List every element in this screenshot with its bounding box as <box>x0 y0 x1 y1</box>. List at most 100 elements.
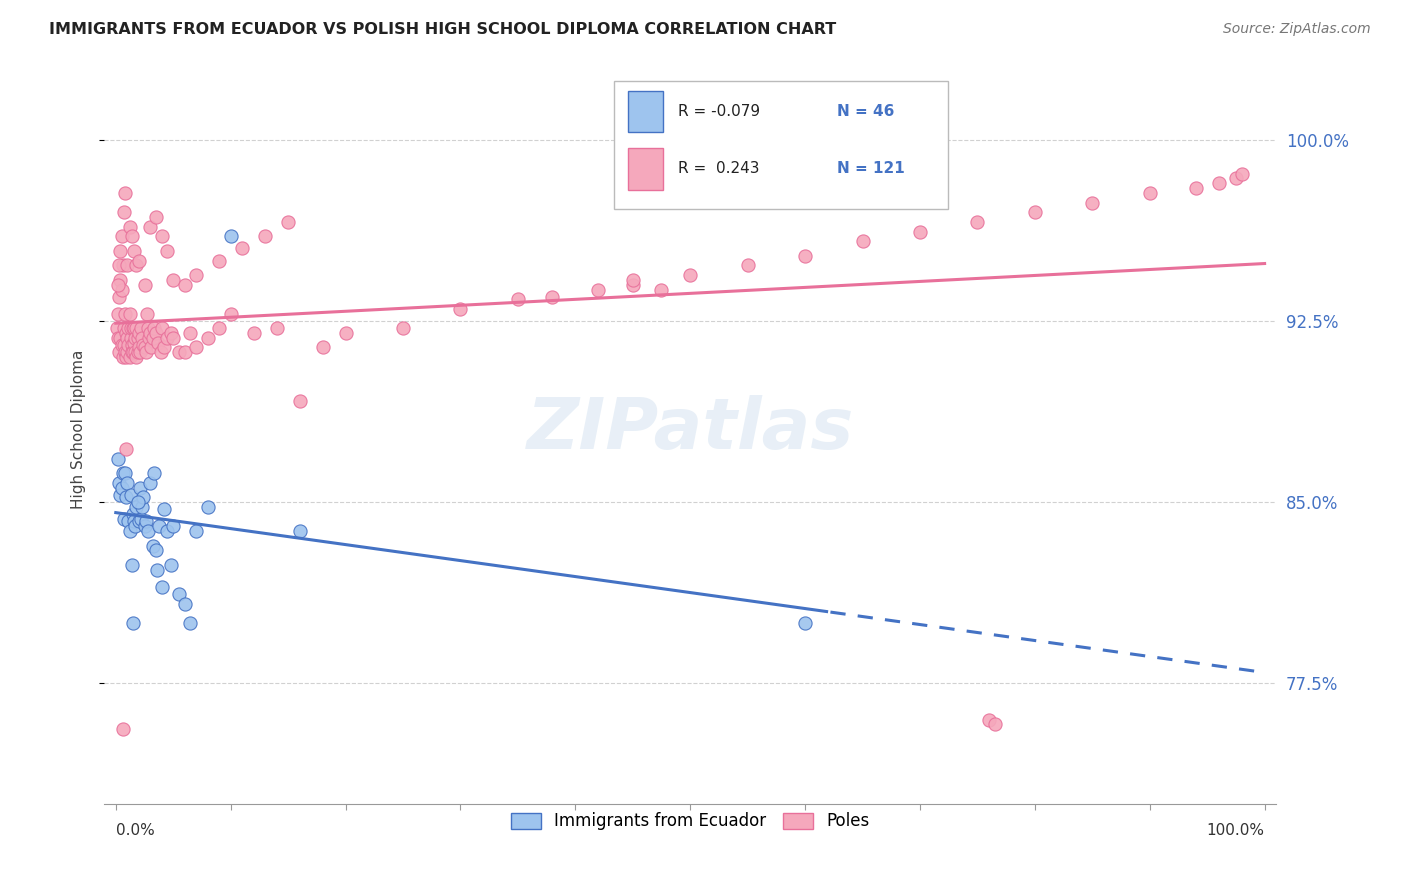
Point <box>231 242 253 256</box>
Point <box>173 597 195 611</box>
FancyBboxPatch shape <box>628 148 664 190</box>
Point <box>134 519 156 533</box>
Point <box>179 326 201 340</box>
Point <box>112 512 135 526</box>
Text: N = 121: N = 121 <box>837 161 904 177</box>
Point <box>131 500 153 514</box>
Point <box>851 234 873 248</box>
Point <box>134 341 156 355</box>
Point <box>121 229 143 244</box>
Point <box>114 186 136 200</box>
Point <box>983 717 1005 731</box>
Text: Source: ZipAtlas.com: Source: ZipAtlas.com <box>1223 22 1371 37</box>
Point <box>1024 205 1046 219</box>
Point <box>112 338 135 352</box>
Point <box>118 350 141 364</box>
Point <box>1081 195 1104 210</box>
Point <box>114 345 136 359</box>
Point <box>124 519 146 533</box>
Point <box>160 326 183 340</box>
Point <box>173 345 195 359</box>
Point <box>114 307 136 321</box>
Point <box>266 321 288 335</box>
Point <box>127 345 149 359</box>
Point <box>115 350 138 364</box>
Point <box>128 341 150 355</box>
Point <box>141 341 163 355</box>
Point <box>153 341 176 355</box>
Point <box>122 335 145 350</box>
Text: 100.0%: 100.0% <box>1206 823 1264 838</box>
Point <box>136 524 159 538</box>
Point <box>588 283 610 297</box>
Point <box>242 326 264 340</box>
Point <box>121 345 143 359</box>
Text: IMMIGRANTS FROM ECUADOR VS POLISH HIGH SCHOOL DIPLOMA CORRELATION CHART: IMMIGRANTS FROM ECUADOR VS POLISH HIGH S… <box>49 22 837 37</box>
Point <box>145 543 167 558</box>
Point <box>110 331 132 345</box>
Point <box>966 215 988 229</box>
Point <box>129 321 152 335</box>
Point <box>122 244 145 258</box>
Point <box>208 321 231 335</box>
Point <box>449 301 471 316</box>
Point <box>110 229 132 244</box>
Point <box>1184 181 1206 195</box>
Point <box>146 563 169 577</box>
Point <box>219 229 242 244</box>
Point <box>977 713 1000 727</box>
Point <box>107 307 129 321</box>
Point <box>107 277 129 292</box>
Point <box>124 345 146 359</box>
Point <box>173 277 195 292</box>
Point <box>129 345 152 359</box>
Point <box>111 723 134 737</box>
Point <box>122 507 145 521</box>
Point <box>129 512 152 526</box>
Point <box>153 502 176 516</box>
Point <box>288 524 311 538</box>
Point <box>186 341 208 355</box>
Point <box>1230 167 1253 181</box>
Point <box>141 331 163 345</box>
Point <box>110 244 132 258</box>
Point <box>142 321 165 335</box>
Point <box>115 442 138 456</box>
Point <box>277 215 299 229</box>
Point <box>150 229 173 244</box>
Point <box>167 345 190 359</box>
Point <box>794 249 817 263</box>
Point <box>117 331 139 345</box>
Point <box>118 524 141 538</box>
Point <box>128 326 150 340</box>
Text: R = -0.079: R = -0.079 <box>679 104 761 120</box>
Point <box>132 338 155 352</box>
Point <box>162 331 184 345</box>
Point <box>125 350 148 364</box>
Point <box>120 321 142 335</box>
Point <box>794 615 817 630</box>
Point <box>125 258 148 272</box>
Point <box>162 273 184 287</box>
Point <box>110 488 132 502</box>
Point <box>197 500 219 514</box>
Point <box>127 495 149 509</box>
Point <box>1208 176 1230 190</box>
Point <box>125 500 148 514</box>
FancyBboxPatch shape <box>614 81 948 209</box>
Point <box>107 331 129 345</box>
Text: R =  0.243: R = 0.243 <box>679 161 761 177</box>
Point <box>621 277 644 292</box>
Point <box>288 393 311 408</box>
Point <box>167 587 190 601</box>
Point <box>679 268 702 282</box>
Point <box>108 258 131 272</box>
Point <box>186 268 208 282</box>
Point <box>118 307 141 321</box>
Point <box>107 451 129 466</box>
Point <box>254 229 277 244</box>
Point <box>506 292 529 306</box>
Point <box>111 350 134 364</box>
Point <box>122 615 145 630</box>
Y-axis label: High School Diploma: High School Diploma <box>72 350 86 509</box>
